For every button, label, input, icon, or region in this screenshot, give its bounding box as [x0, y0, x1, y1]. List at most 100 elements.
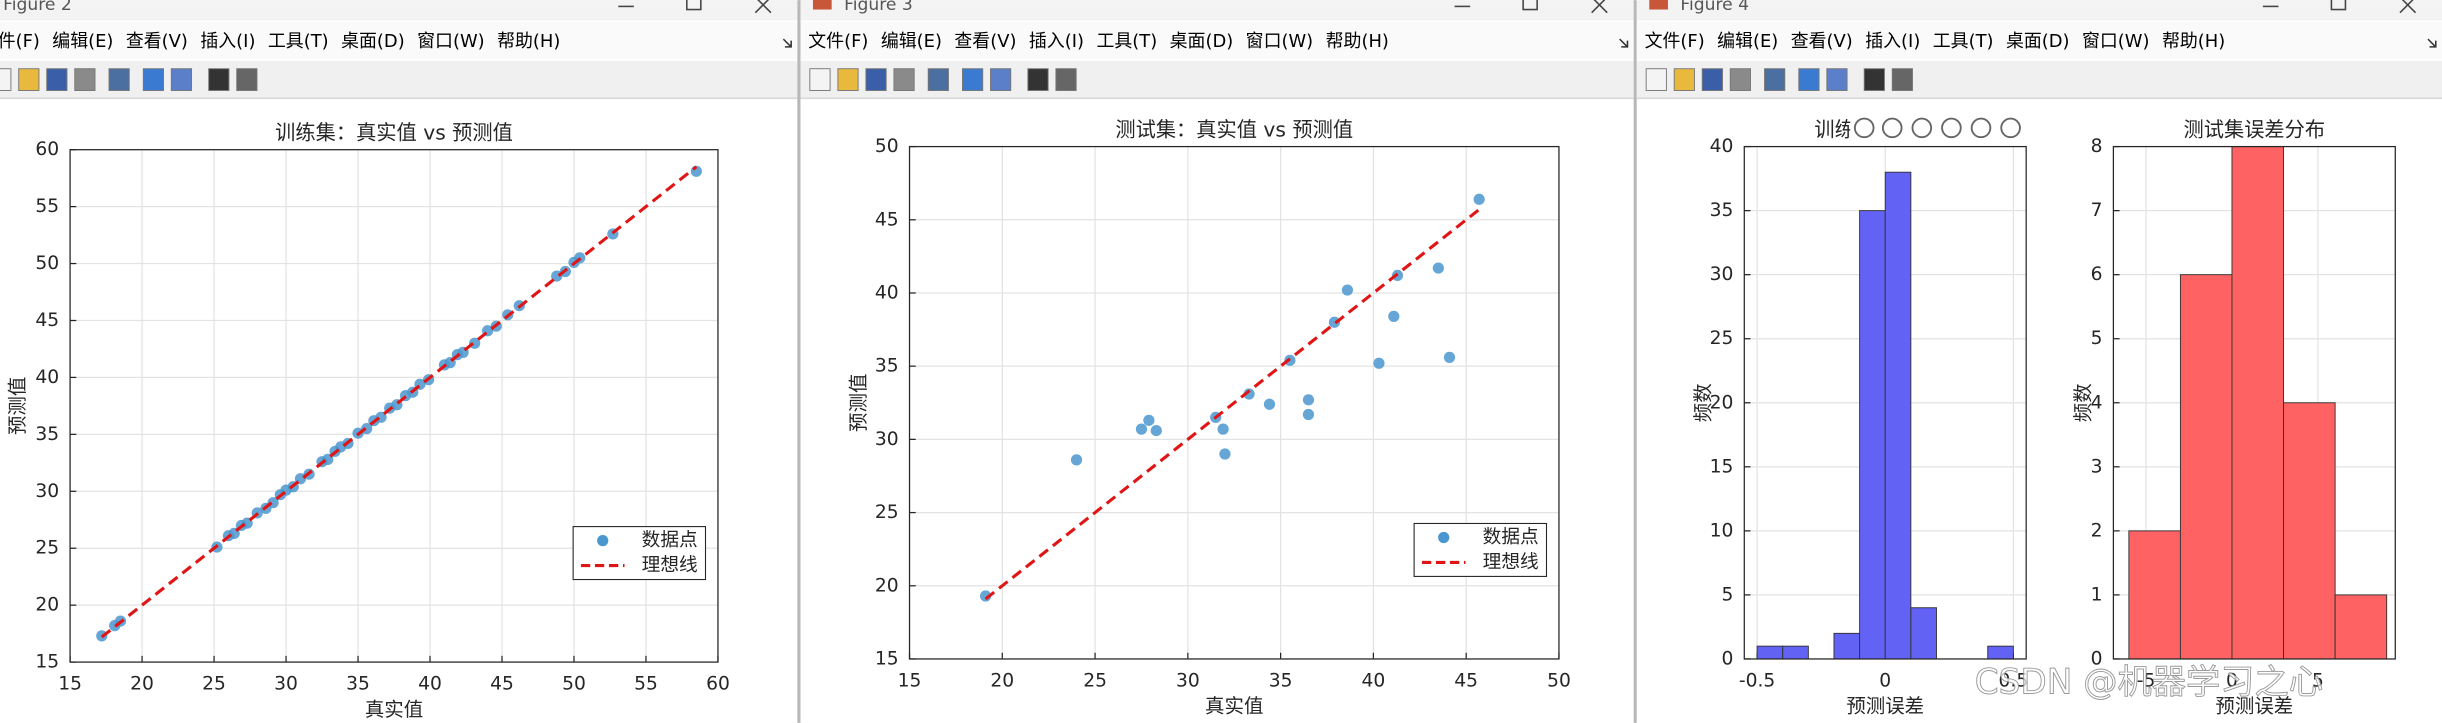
- menu-item[interactable]: 工具(T): [1933, 31, 1994, 52]
- toolbar-button[interactable]: [1645, 68, 1667, 91]
- x-tick-label: 35: [346, 673, 370, 694]
- legend-box: [1413, 522, 1548, 577]
- toolbar-button[interactable]: [170, 68, 193, 91]
- x-axis-label: 预测误差: [2215, 695, 2293, 718]
- data-point: [1070, 454, 1083, 466]
- window-divider: [1633, 0, 1637, 723]
- toolbar-button[interactable]: [1826, 68, 1848, 91]
- close-button[interactable]: [2399, 0, 2417, 14]
- toolbar-button[interactable]: [837, 68, 859, 91]
- menu-item[interactable]: 桌面(D): [2006, 31, 2070, 52]
- axes-toolbar-button[interactable]: [1911, 117, 1933, 139]
- toolbar-button[interactable]: [208, 68, 230, 91]
- toolbar-button[interactable]: [1701, 68, 1723, 91]
- toolbar-button[interactable]: [809, 68, 831, 91]
- toolbar-button[interactable]: [142, 68, 164, 91]
- y-tick-label: 35: [1710, 200, 1734, 221]
- menu-item[interactable]: 查看(V): [126, 31, 188, 52]
- toolbar-button[interactable]: [236, 68, 258, 91]
- data-point: [1243, 388, 1255, 400]
- toolbar-button[interactable]: [108, 68, 130, 91]
- toolbar-button[interactable]: [74, 68, 96, 91]
- menu-item[interactable]: 文件(F): [0, 31, 40, 52]
- menu-item[interactable]: 文件(F): [1645, 31, 1705, 52]
- menu-item[interactable]: 编辑(E): [1717, 31, 1778, 52]
- y-tick-label: 20: [35, 595, 59, 616]
- toolbar-button[interactable]: [0, 68, 12, 91]
- x-tick-label: 25: [202, 673, 226, 694]
- x-tick-label: 30: [274, 673, 298, 694]
- chart-title: 测试集误差分布: [2184, 118, 2326, 142]
- menu-item[interactable]: 工具(T): [1096, 31, 1157, 52]
- close-button[interactable]: [1591, 0, 1608, 14]
- histogram-bar: [2283, 402, 2336, 660]
- x-tick-label: 0: [1879, 670, 1891, 691]
- y-tick-label: 0: [1721, 648, 1733, 669]
- menu-item[interactable]: 帮助(H): [497, 31, 560, 52]
- maximize-button[interactable]: [686, 0, 702, 11]
- y-axis-label: 频数: [1691, 383, 1714, 422]
- toolbar-button[interactable]: [1729, 68, 1751, 91]
- toolbar-button[interactable]: [46, 68, 68, 91]
- maximize-button[interactable]: [1522, 0, 1538, 11]
- menu-item[interactable]: 窗口(W): [1246, 31, 1314, 52]
- toolbar-button[interactable]: [1027, 68, 1049, 91]
- axes-toolbar-button[interactable]: [1853, 117, 1875, 139]
- menu-item[interactable]: 查看(V): [954, 31, 1016, 52]
- toolbar: [800, 60, 1634, 99]
- legend-marker: [1438, 531, 1450, 544]
- x-tick-label: 25: [1083, 670, 1107, 691]
- close-button[interactable]: [754, 0, 772, 14]
- axes-box: [908, 145, 1560, 660]
- x-tick-label: 35: [1269, 670, 1293, 691]
- axes-toolbar-button[interactable]: [1970, 117, 1992, 139]
- menu-item[interactable]: 桌面(D): [341, 31, 405, 52]
- axes-toolbar-button[interactable]: [2000, 117, 2021, 139]
- menu-item[interactable]: 文件(F): [808, 31, 868, 52]
- menu-item[interactable]: 插入(I): [1029, 31, 1084, 52]
- x-tick-label: 0.5: [1999, 670, 2029, 691]
- axes-toolbar-background: [1850, 113, 2028, 144]
- toolbar-button[interactable]: [1055, 68, 1077, 91]
- axes-toolbar-button[interactable]: [1881, 117, 1903, 139]
- toolbar-button[interactable]: [18, 68, 40, 91]
- menu-item[interactable]: 窗口(W): [417, 31, 485, 52]
- ideal-line: [984, 208, 1481, 601]
- y-tick-label: 20: [1710, 392, 1734, 413]
- y-tick-label: 15: [1710, 456, 1734, 477]
- axes-toolbar-button[interactable]: [1941, 117, 1962, 139]
- toolbar-button[interactable]: [865, 68, 887, 91]
- toolbar-button[interactable]: [962, 68, 984, 91]
- toolbar-button[interactable]: [990, 68, 1012, 91]
- toolbar-button[interactable]: [893, 68, 915, 91]
- toolbar-button[interactable]: [1798, 68, 1820, 91]
- legend-label: 理想线: [642, 555, 698, 576]
- histogram-bar: [1859, 210, 1886, 660]
- y-tick-label: 50: [875, 136, 899, 157]
- y-tick-label: 45: [875, 209, 899, 230]
- x-tick-label: 45: [1454, 670, 1478, 691]
- y-tick-label: 60: [35, 139, 59, 160]
- menu-item[interactable]: 工具(T): [268, 31, 329, 52]
- menu-item[interactable]: 帮助(H): [2162, 31, 2225, 52]
- toolbar-button[interactable]: [1891, 68, 1913, 91]
- x-tick-label: 40: [1362, 670, 1386, 691]
- toolbar-button[interactable]: [1673, 68, 1695, 91]
- toolbar-button[interactable]: [1863, 68, 1885, 91]
- y-axis-label: 预测值: [6, 377, 29, 435]
- menu-item[interactable]: 桌面(D): [1170, 31, 1234, 52]
- menu-item[interactable]: 插入(I): [1865, 31, 1920, 52]
- menu-item[interactable]: 帮助(H): [1326, 31, 1389, 52]
- menu-item[interactable]: 编辑(E): [881, 31, 942, 52]
- menu-item[interactable]: 插入(I): [200, 31, 255, 52]
- toolbar-button[interactable]: [1764, 68, 1786, 91]
- maximize-button[interactable]: [2330, 0, 2347, 11]
- data-point: [1328, 316, 1341, 328]
- menu-item[interactable]: 查看(V): [1791, 31, 1853, 52]
- toolbar-button[interactable]: [927, 68, 949, 91]
- menu-item[interactable]: 窗口(W): [2082, 31, 2150, 52]
- y-tick-label: 40: [1710, 136, 1734, 157]
- menu-item[interactable]: 编辑(E): [52, 31, 113, 52]
